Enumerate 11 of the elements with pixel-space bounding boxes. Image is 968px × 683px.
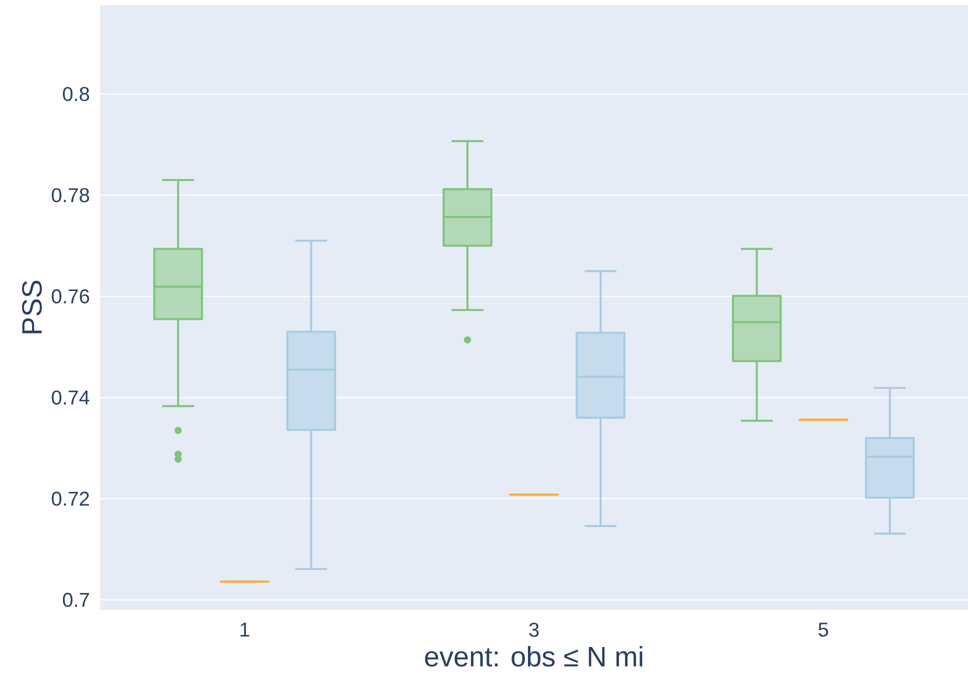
x-tick-label: 1 <box>240 622 250 636</box>
y-tick-label: 0.76 <box>52 289 90 304</box>
x-tick-label: 3 <box>529 622 539 637</box>
x-axis-title: event: obs ≤ N mi <box>425 646 642 667</box>
y-tick-label: 0.78 <box>52 188 90 202</box>
x-tick-label: 5 <box>818 622 828 637</box>
y-tick-label: 0.72 <box>52 492 89 506</box>
y-axis-title: PSS <box>22 280 42 334</box>
y-tick-label: 0.7 <box>62 592 89 607</box>
y-tick-label: 0.8 <box>62 86 90 102</box>
y-tick-label: 0.74 <box>52 390 90 405</box>
